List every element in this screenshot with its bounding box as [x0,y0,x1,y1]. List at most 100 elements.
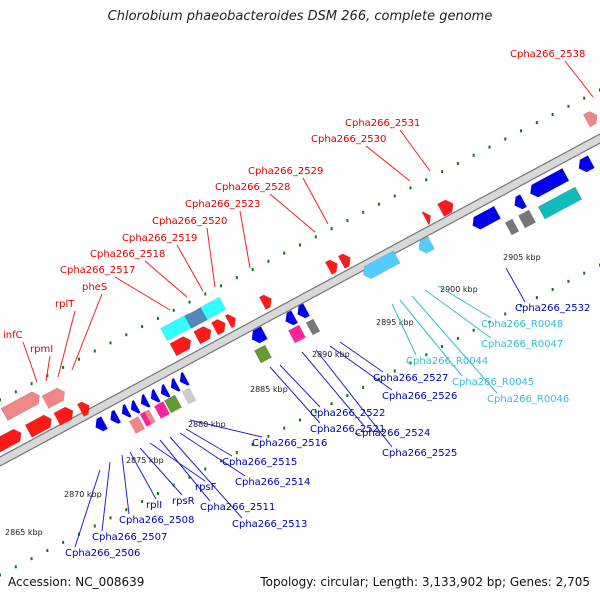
label-leader-line [301,351,366,428]
gene-shape [41,387,66,409]
gene-label-top: Cpha266_2519 [122,233,197,244]
gene-feature [517,209,537,229]
scale-tick-label: 2885 kbp [250,385,288,394]
upper-guide-dot [0,398,1,402]
gene-shape [337,253,351,269]
upper-guide-dot [583,96,586,100]
upper-guide-dot [77,357,80,361]
label-leader-line [339,341,384,373]
upper-guide-dot [109,341,112,345]
label-leader-line [45,355,51,382]
lower-guide-dot [30,557,33,561]
topology-summary: Topology: circular; Length: 3,133,902 bp… [260,575,590,589]
gene-shape [24,414,52,438]
gene-shape [517,209,537,229]
gene-label-bottom: Cpha266_2508 [119,515,194,526]
label-leader-line [71,293,103,371]
upper-guide-dot [283,251,286,255]
lower-guide-dot [109,516,112,520]
gene-shape [305,318,321,336]
gene-feature [210,319,226,336]
lower-guide-dot [346,394,349,398]
gene-feature [362,250,401,280]
label-leader-line [121,454,130,515]
gene-label-bottom: rplI [146,500,162,511]
gene-feature [472,205,502,230]
lower-guide-dot [62,540,65,544]
label-leader-line [269,366,321,424]
gene-label-top: Cpha266_2528 [215,182,290,193]
label-leader-line [176,244,204,292]
upper-guide-dot [472,153,475,157]
gene-features [0,111,598,454]
gene-shape [184,307,208,329]
scale-tick-label: 2895 kbp [376,318,414,327]
gene-feature [224,313,236,329]
gene-label-top: Cpha266_2530 [311,134,386,145]
gene-shape [140,393,151,408]
gene-feature [110,409,122,425]
upper-guide-dot [362,210,365,214]
gene-label-bottom: Cpha266_2525 [382,448,457,459]
label-leader-line [57,310,76,378]
gene-feature [169,336,192,357]
gene-feature [130,399,141,414]
backbone [0,96,600,504]
gene-label-rna: Cpha266_R0047 [481,339,563,350]
backbone-fill [0,97,600,503]
gene-shape [121,403,132,418]
lower-guide-dot [362,385,365,389]
gene-label-rna: Cpha266_R0045 [452,377,534,388]
gene-label-top: Cpha266_2531 [345,118,420,129]
gene-shape [76,401,90,417]
label-leader-line [169,436,243,519]
upper-guide-dot [204,292,207,296]
label-leader-line [74,469,101,548]
gene-shape [181,387,197,405]
gene-shape [324,259,338,275]
label-leader-line [129,451,157,500]
gene-shape [530,167,570,198]
gene-feature [170,377,181,392]
label-leader-line [185,428,233,457]
gene-shape [537,186,583,220]
lower-guide-dot [125,508,128,512]
backbone-edge [0,96,600,497]
gene-label-bottom: Cpha266_2532 [515,303,590,314]
gene-feature [504,218,520,236]
lower-guide-dot [14,565,17,569]
scale-tick-label: 2905 kbp [503,253,541,262]
gene-label-bottom: rpsF [195,482,217,493]
upper-guide-dot [504,137,507,141]
gene-feature [163,394,183,414]
lower-guide-dot [441,345,444,349]
lower-guide-dot [409,361,412,365]
gene-feature [253,344,273,364]
gene-shape [95,416,109,432]
gene-feature [160,383,171,398]
upper-guide-dot [14,390,17,394]
gene-feature [421,211,431,225]
label-leader-line [564,60,594,98]
gene-shape [504,218,520,236]
lower-guide-dot [330,402,333,406]
upper-guide-dot [93,349,96,353]
gene-feature [184,307,208,329]
label-leader-line [189,419,263,438]
gene-feature [144,409,156,425]
gene-label-top: Cpha266_2538 [510,49,585,60]
gene-label-bottom: Cpha266_2527 [373,373,448,384]
gene-shape [170,377,181,392]
lower-guide-dot [377,377,380,381]
scale-tick-label: 2880 kbp [188,420,226,429]
accession-text: Accession: NC_008639 [8,575,145,589]
gene-shape [224,313,236,329]
upper-guide-dot [251,267,254,271]
upper-guide-dot [267,259,270,263]
lower-guide-dot [267,434,270,438]
lower-guide-dot [567,279,570,283]
lower-guide-dot [472,328,475,332]
lower-guide-dot [188,475,191,479]
